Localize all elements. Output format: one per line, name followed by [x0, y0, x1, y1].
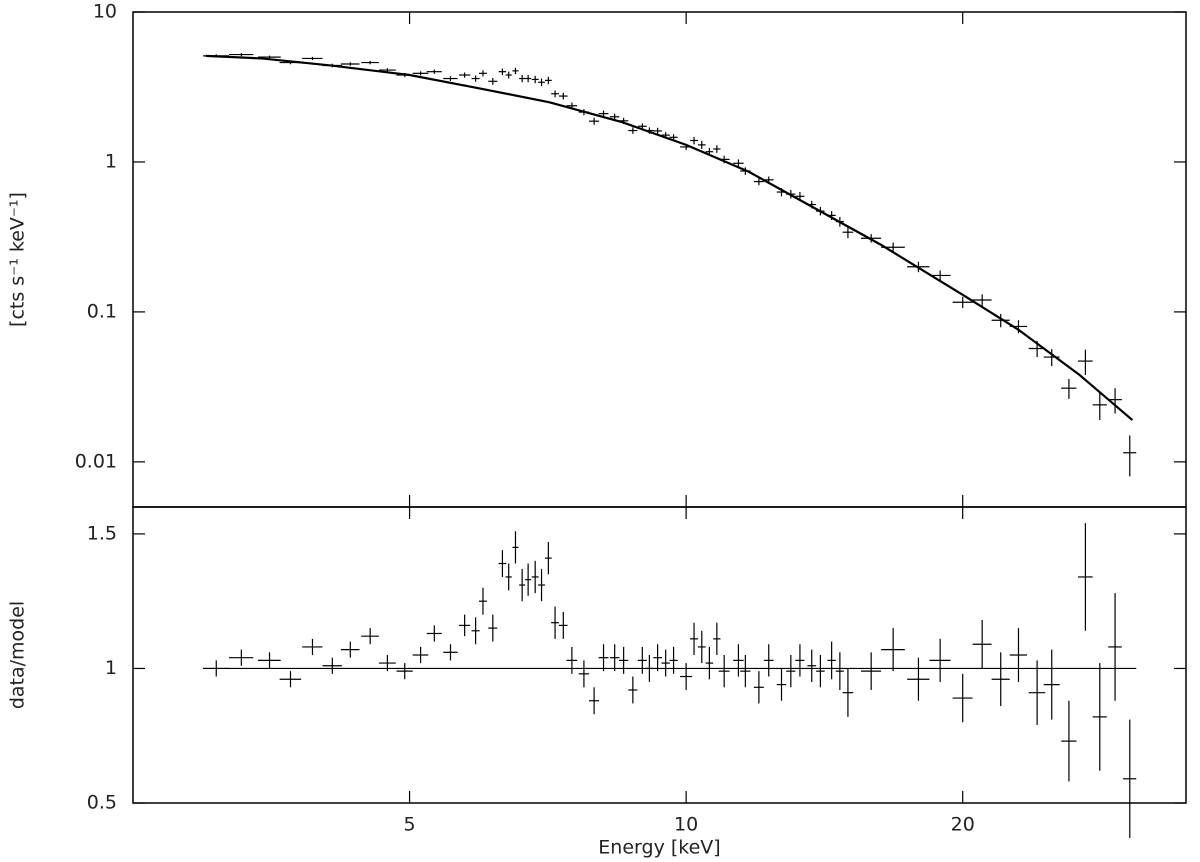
y-axis-label: [cts s⁻¹ keV⁻¹]	[7, 192, 29, 327]
y-axis-label: data/model	[7, 601, 29, 709]
y-tick-label: 10	[93, 1, 117, 23]
y-tick-label: 0.01	[75, 450, 117, 472]
x-tick-label: 5	[404, 814, 416, 836]
model-line	[205, 54, 1134, 421]
x-axis-label: Energy [keV]	[598, 837, 720, 859]
x-tick-label: 10	[674, 814, 698, 836]
y-tick-label: 1	[105, 150, 117, 172]
y-tick-label: 1	[105, 657, 117, 679]
y-tick-label: 0.5	[87, 792, 117, 814]
y-tick-label: 0.1	[87, 300, 117, 322]
plot-frame	[132, 11, 1187, 508]
x-tick-label: 20	[951, 814, 975, 836]
plot-frame	[132, 506, 1187, 804]
y-tick-label: 1.5	[87, 522, 117, 544]
